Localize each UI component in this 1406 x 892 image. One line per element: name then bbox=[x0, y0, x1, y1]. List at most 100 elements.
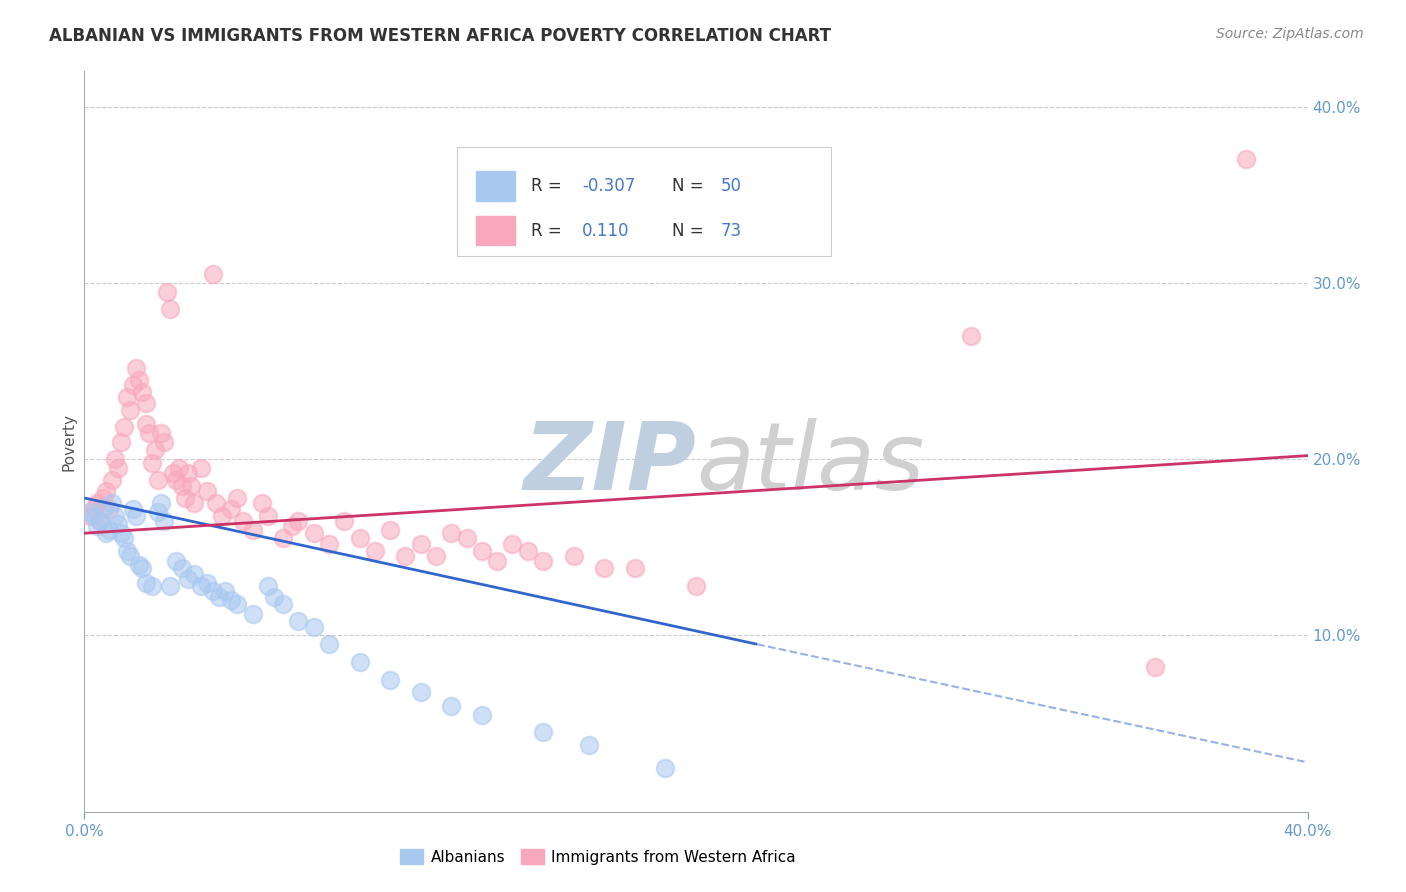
Point bbox=[156, 285, 179, 299]
Text: 73: 73 bbox=[720, 221, 741, 240]
Text: R =: R = bbox=[531, 221, 567, 240]
Point bbox=[456, 532, 478, 546]
Point bbox=[128, 558, 150, 572]
Point bbox=[593, 561, 616, 575]
Point bbox=[394, 549, 416, 563]
Point bbox=[226, 491, 249, 505]
Point bbox=[115, 391, 138, 405]
Point bbox=[349, 532, 371, 546]
Point bbox=[440, 526, 463, 541]
Point bbox=[162, 467, 184, 481]
Point bbox=[79, 508, 101, 523]
Point bbox=[174, 491, 197, 505]
Point bbox=[257, 508, 280, 523]
Point bbox=[125, 508, 148, 523]
Point bbox=[257, 579, 280, 593]
Point bbox=[135, 396, 157, 410]
Text: 0.110: 0.110 bbox=[582, 221, 630, 240]
Point bbox=[364, 544, 387, 558]
Point bbox=[120, 402, 142, 417]
Point bbox=[440, 698, 463, 713]
Point bbox=[146, 505, 169, 519]
Text: atlas: atlas bbox=[696, 418, 924, 509]
Point bbox=[190, 461, 212, 475]
Point bbox=[195, 483, 218, 498]
Point bbox=[287, 514, 309, 528]
Point bbox=[143, 443, 166, 458]
Point bbox=[250, 496, 273, 510]
Point bbox=[960, 328, 983, 343]
Point bbox=[409, 685, 432, 699]
Point bbox=[91, 491, 114, 505]
Point bbox=[131, 561, 153, 575]
Point bbox=[159, 579, 181, 593]
Point bbox=[122, 378, 145, 392]
Point bbox=[263, 590, 285, 604]
Point bbox=[425, 549, 447, 563]
Point bbox=[302, 619, 325, 633]
Point bbox=[531, 554, 554, 568]
Point bbox=[190, 579, 212, 593]
Text: 50: 50 bbox=[720, 178, 741, 195]
Point bbox=[183, 496, 205, 510]
Point bbox=[201, 584, 224, 599]
Point bbox=[91, 501, 114, 516]
Point bbox=[516, 544, 538, 558]
Point bbox=[471, 544, 494, 558]
Point bbox=[125, 360, 148, 375]
Point bbox=[141, 579, 163, 593]
Point bbox=[104, 452, 127, 467]
Text: R =: R = bbox=[531, 178, 567, 195]
Point bbox=[471, 707, 494, 722]
Point bbox=[104, 508, 127, 523]
Point bbox=[271, 532, 294, 546]
Point bbox=[578, 738, 600, 752]
Bar bbox=[475, 171, 515, 201]
Point bbox=[110, 526, 132, 541]
Point bbox=[349, 655, 371, 669]
Point bbox=[167, 461, 190, 475]
FancyBboxPatch shape bbox=[457, 147, 831, 257]
Point bbox=[89, 514, 111, 528]
Text: Source: ZipAtlas.com: Source: ZipAtlas.com bbox=[1216, 27, 1364, 41]
Point bbox=[107, 517, 129, 532]
Point bbox=[180, 478, 202, 492]
Point bbox=[219, 501, 242, 516]
Point bbox=[333, 514, 356, 528]
Point bbox=[97, 523, 120, 537]
Point bbox=[380, 673, 402, 687]
Point bbox=[120, 549, 142, 563]
Point bbox=[86, 496, 108, 510]
Point bbox=[135, 575, 157, 590]
Point bbox=[177, 467, 200, 481]
Point bbox=[135, 417, 157, 431]
Point bbox=[107, 461, 129, 475]
Point bbox=[183, 566, 205, 581]
Point bbox=[201, 267, 224, 281]
Point bbox=[562, 549, 585, 563]
Point bbox=[172, 478, 194, 492]
Point bbox=[318, 537, 340, 551]
Point bbox=[101, 473, 124, 487]
Point bbox=[226, 597, 249, 611]
Point bbox=[128, 373, 150, 387]
Point bbox=[409, 537, 432, 551]
Point bbox=[486, 554, 509, 568]
Point bbox=[79, 505, 101, 519]
Point bbox=[86, 519, 108, 533]
Point bbox=[747, 214, 769, 228]
Point bbox=[149, 425, 172, 440]
Point bbox=[271, 597, 294, 611]
Text: ZIP: ZIP bbox=[523, 417, 696, 509]
Point bbox=[242, 607, 264, 622]
Text: N =: N = bbox=[672, 221, 709, 240]
Point bbox=[153, 514, 176, 528]
Point bbox=[685, 579, 707, 593]
Point bbox=[232, 514, 254, 528]
Point bbox=[97, 501, 120, 516]
Point bbox=[159, 302, 181, 317]
Point bbox=[502, 537, 524, 551]
Point bbox=[318, 637, 340, 651]
Point bbox=[141, 456, 163, 470]
Point bbox=[211, 508, 233, 523]
